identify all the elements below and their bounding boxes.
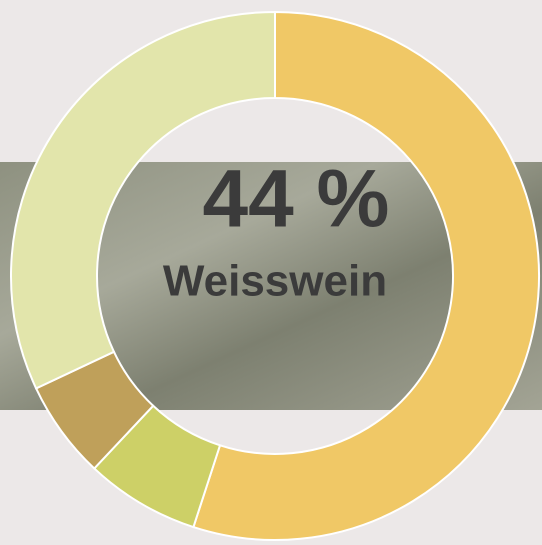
chart: 44 % Weisswein <box>0 0 542 545</box>
page: {"chart_data": {"type": "donut", "values… <box>0 0 542 545</box>
center-name: Weisswein <box>163 257 387 306</box>
center-value: 44 % <box>203 154 390 245</box>
